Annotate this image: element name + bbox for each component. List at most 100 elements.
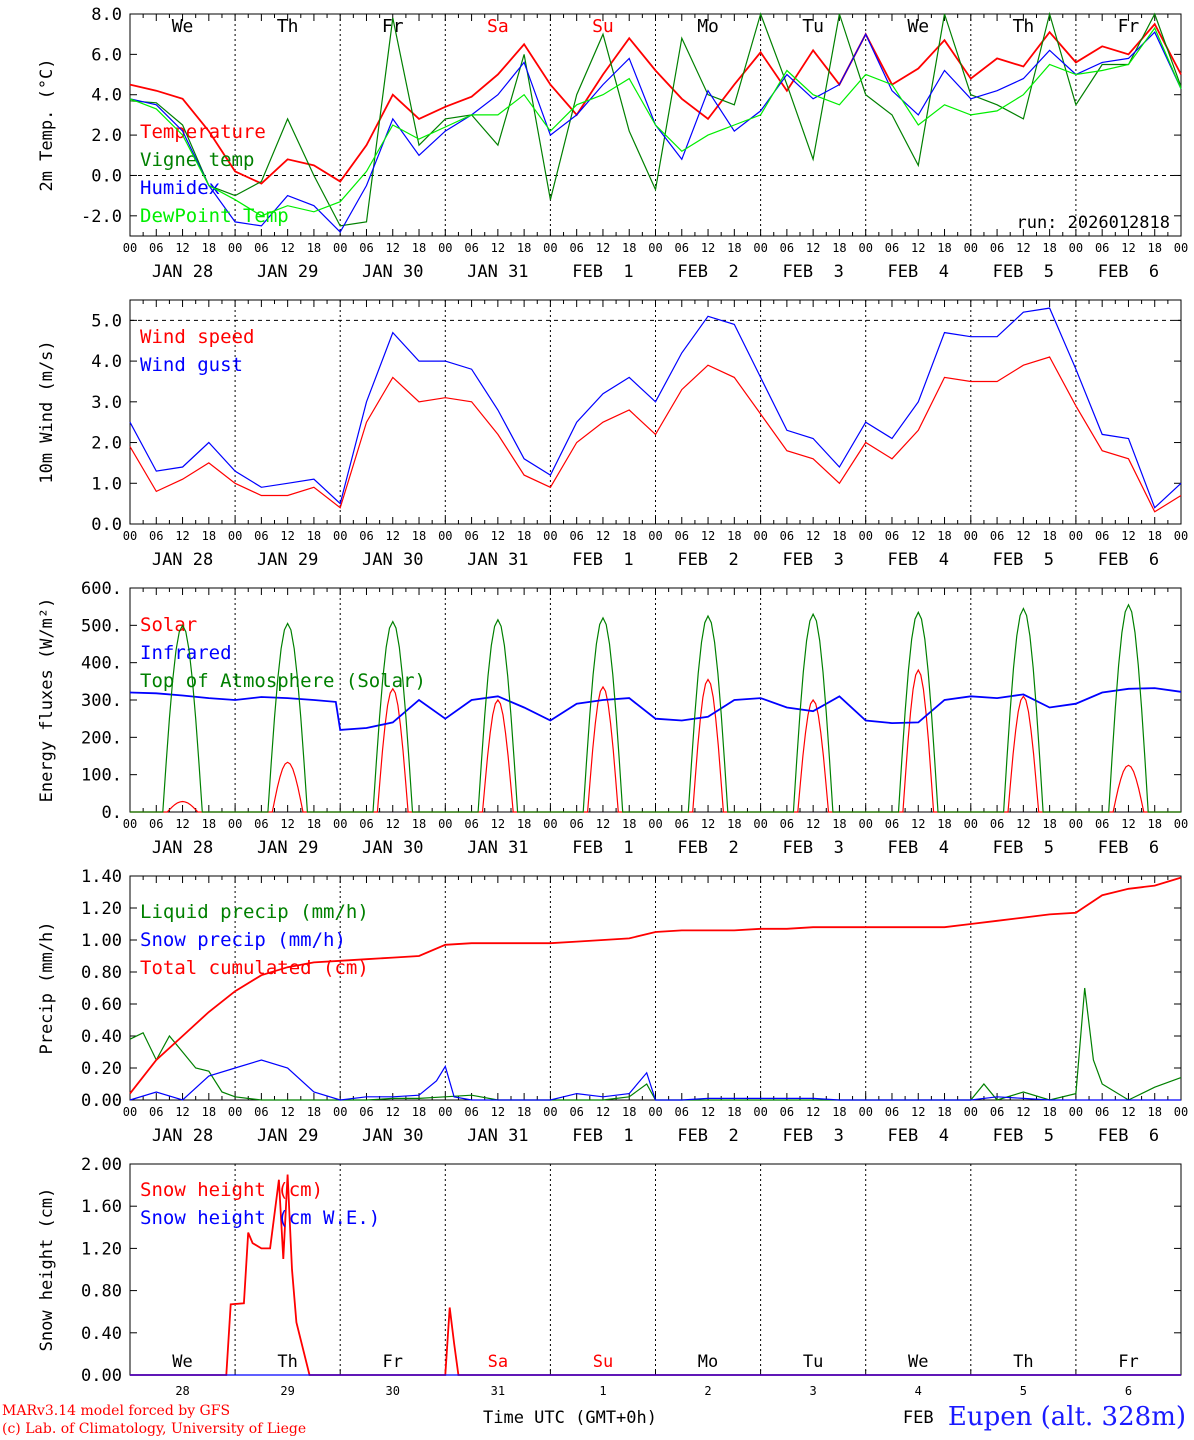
hour-tick-label: 00 [964,1105,978,1119]
hour-tick-label: 12 [175,1105,189,1119]
legend-entry: Temperature [140,121,266,143]
hour-tick-label: 06 [1095,1105,1109,1119]
weekday-label: Th [1013,1352,1033,1372]
hour-tick-label: 12 [806,1105,820,1119]
hour-tick-label: 18 [1042,241,1056,255]
series-wind-gust [129,307,1182,509]
hour-tick-label: 12 [280,817,294,831]
hour-tick-label: 18 [412,241,426,255]
y-tick-label: 1.60 [81,1197,122,1217]
hour-tick-label: 00 [123,241,137,255]
hour-tick-label: 00 [228,241,242,255]
legend-entry: Snow height (cm) [140,1179,323,1201]
weekday-label: Mo [698,1352,718,1372]
hour-tick-label: 00 [964,817,978,831]
hour-tick-label: 00 [228,817,242,831]
hour-tick-label: 06 [780,1105,794,1119]
y-tick-label: 3.0 [91,393,122,413]
hour-tick-label: 00 [438,241,452,255]
weekday-label: We [908,1352,928,1372]
y-tick-label: 6.0 [91,45,122,65]
hour-tick-label: 06 [569,817,583,831]
hour-tick-label: 18 [832,817,846,831]
date-label: FEB 1 [572,262,633,282]
x-axis-title: Time UTC (GMT+0h) [483,1408,657,1428]
hour-tick-label: 18 [307,241,321,255]
hour-tick-label: 06 [1095,529,1109,543]
y-tick-label: 0.0 [91,166,122,186]
hour-tick-label: 12 [1016,817,1030,831]
hour-tick-label: 18 [937,529,951,543]
y-tick-label: 200. [81,728,122,748]
hour-tick-label: 12 [280,1105,294,1119]
hour-tick-label: 06 [464,529,478,543]
hour-tick-label: 00 [333,1105,347,1119]
lab-credit: (c) Lab. of Climatology, University of L… [2,1421,307,1437]
hour-tick-label: 12 [491,817,505,831]
hour-tick-label: 12 [386,817,400,831]
y-tick-label: 0.0 [91,515,122,535]
day-number-label: 4 [915,1384,922,1398]
weekday-label: We [907,16,929,37]
hour-tick-label: 06 [569,241,583,255]
hour-tick-label: 12 [386,241,400,255]
hour-tick-label: 06 [359,817,373,831]
hour-tick-label: 06 [359,1105,373,1119]
hour-tick-label: 12 [175,529,189,543]
legend-entry: Vigne temp [140,149,254,171]
hour-tick-label: 18 [832,529,846,543]
hour-tick-label: 06 [675,1105,689,1119]
hour-tick-label: 06 [675,529,689,543]
chart-panel-4: 00 06 12 18 00 06 12 18 00 06 12 18 00 06 12 18 00 06 12 18… [37,867,1188,1146]
series-snow-precip-mm-h- [129,1059,1181,1101]
hour-tick-label: 00 [648,529,662,543]
date-label: FEB 2 [677,1126,738,1146]
hour-tick-label: 12 [1121,241,1135,255]
y-tick-label: 1.0 [91,474,122,494]
series-snow-height-cm- [130,1174,1181,1376]
hour-tick-label: 12 [1121,817,1135,831]
y-tick-label: 0.00 [81,1366,122,1386]
hour-tick-label: 00 [648,817,662,831]
hour-tick-label: 18 [832,241,846,255]
hour-tick-label: 18 [517,241,531,255]
weekday-label: We [172,1352,192,1372]
hour-tick-label: 00 [858,529,872,543]
date-label: JAN 30 [362,262,423,282]
y-tick-label: 500. [81,616,122,636]
hour-tick-label: 18 [412,529,426,543]
hour-tick-label: 12 [911,241,925,255]
weekday-label: Su [593,1352,613,1372]
hour-tick-label: 12 [175,241,189,255]
hour-tick-label: 12 [1016,241,1030,255]
date-label: JAN 31 [467,550,528,570]
legend-entry: DewPoint Temp [140,205,289,227]
hour-tick-label: 06 [359,529,373,543]
day-number-label: 5 [1020,1384,1027,1398]
y-tick-label: 0.40 [81,1324,122,1344]
hour-tick-label: 18 [937,817,951,831]
hour-tick-label: 06 [885,1105,899,1119]
date-label: FEB 4 [888,550,949,570]
weekday-label: Sa [487,16,509,37]
series-wind-speed [129,356,1182,513]
y-tick-label: 300. [81,691,122,711]
y-axis-label: Precip (mm/h) [37,921,57,1054]
series-temperature [129,22,1182,185]
hour-tick-label: 18 [1147,1105,1161,1119]
hour-tick-label: 00 [1174,241,1188,255]
hour-tick-label: 00 [123,817,137,831]
legend-entry: Snow height (cm W.E.) [140,1207,380,1229]
hour-tick-label: 06 [990,241,1004,255]
legend-entry: Wind gust [140,354,243,376]
hour-tick-label: 18 [1147,817,1161,831]
hour-tick-label: 12 [911,529,925,543]
y-tick-label: -2.0 [81,207,122,227]
date-label: FEB 3 [782,262,843,282]
hour-tick-label: 00 [753,241,767,255]
weekday-label: Fr [383,1352,403,1372]
y-tick-label: 1.20 [81,1239,122,1259]
date-label: JAN 29 [257,838,318,858]
y-tick-label: 5.0 [91,311,122,331]
